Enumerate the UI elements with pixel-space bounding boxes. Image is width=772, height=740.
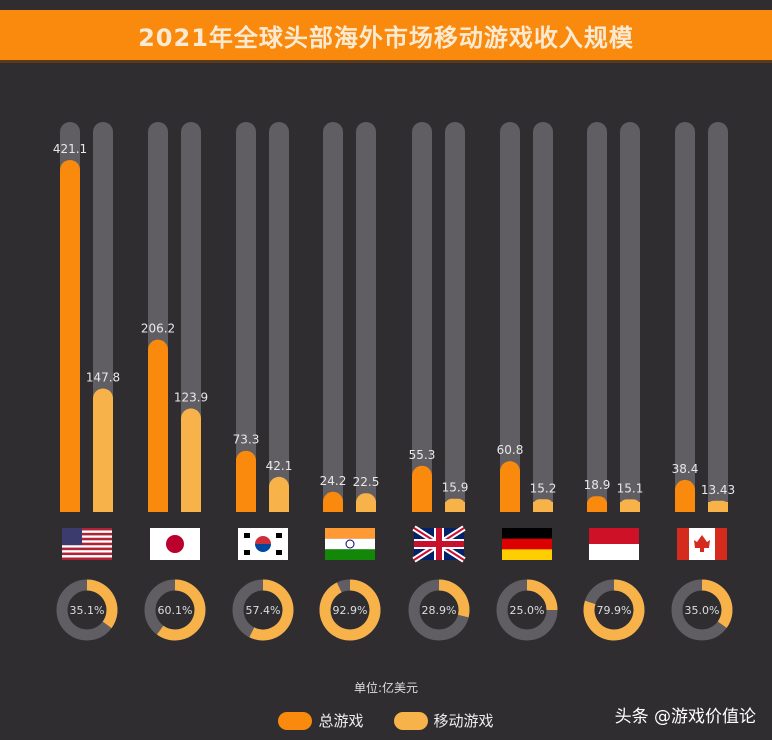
bar-track (533, 122, 553, 512)
legend-item-total: 总游戏 (278, 710, 364, 731)
us-flag-icon (62, 528, 112, 560)
bar-track (412, 122, 432, 512)
bar-total (412, 465, 432, 512)
bar-track (445, 122, 465, 512)
bar-base (675, 502, 695, 512)
bar-total (148, 339, 168, 512)
bar-mobile (93, 388, 113, 512)
uk-flag-icon (412, 525, 466, 563)
bar-base (269, 502, 289, 512)
legend-swatch-mobile (393, 711, 428, 730)
donut-label: 35.1% (70, 604, 105, 617)
bar-base (93, 502, 113, 512)
donut-arc (319, 579, 381, 641)
bar-base (236, 502, 256, 512)
bar-track (323, 122, 343, 512)
bar-base (323, 502, 343, 512)
data-label: 55.3 (409, 448, 436, 462)
bar-base (587, 502, 607, 512)
donut-label: 79.9% (597, 604, 632, 617)
donut-label: 28.9% (422, 604, 457, 617)
data-label: 38.4 (672, 462, 699, 476)
donut-arc (438, 579, 470, 618)
donut-arc (701, 579, 733, 628)
data-label: 60.8 (497, 443, 524, 457)
bar-base (533, 502, 553, 512)
chart-area: 421.1 147.8 35.1% 206.2 123.9 60.1% 73.3 42.1 57… (53, 122, 735, 641)
japan-flag-icon (150, 528, 200, 560)
data-label: 73.3 (233, 433, 260, 447)
bar-track (500, 122, 520, 512)
bar-track (675, 122, 695, 512)
india-flag-icon (325, 528, 375, 560)
country-group: 421.1 147.8 35.1% (53, 122, 120, 641)
bar-base (500, 502, 520, 512)
legend-item-mobile: 移动游戏 (393, 710, 494, 731)
donut-arc (583, 579, 645, 641)
bar-track (236, 122, 256, 512)
data-label: 13.43 (701, 483, 735, 497)
donut-arc (156, 579, 206, 641)
bar-total (236, 450, 256, 512)
donut-arc (526, 579, 558, 611)
country-group: 60.8 15.2 25.0% (496, 122, 558, 641)
watermark: 头条 @游戏价值论 (614, 707, 756, 727)
bar-base (148, 502, 168, 512)
bar-base (412, 502, 432, 512)
country-group: 38.413.43 35.0% (671, 122, 735, 641)
data-label: 123.9 (174, 390, 208, 404)
data-label: 24.2 (320, 474, 347, 488)
bar-base (620, 502, 640, 512)
data-label: 421.1 (53, 142, 87, 156)
donut-label: 57.4% (246, 604, 281, 617)
data-label: 42.1 (266, 459, 293, 473)
bar-total (60, 160, 80, 512)
bar-base (708, 502, 728, 512)
bar-track (356, 122, 376, 512)
bar-track (587, 122, 607, 512)
bar-mobile (181, 408, 201, 512)
country-group: 73.3 42.1 57.4% (232, 122, 294, 641)
donut-label: 60.1% (158, 604, 193, 617)
data-label: 147.8 (86, 370, 120, 384)
unit-label: 单位:亿美元 (353, 681, 419, 695)
canada-flag-icon (677, 528, 727, 560)
data-label: 15.9 (442, 481, 469, 495)
bar-track (708, 122, 728, 512)
bar-base (445, 502, 465, 512)
country-group: 206.2 123.9 60.1% (141, 122, 208, 641)
country-group: 24.2 22.5 92.9% (319, 122, 381, 641)
donut-label: 92.9% (333, 604, 368, 617)
bar-total (500, 461, 520, 512)
bar-base (181, 502, 201, 512)
legend: 总游戏 移动游戏 (0, 710, 772, 731)
data-label: 15.2 (530, 481, 557, 495)
title-banner: 2021年全球头部海外市场移动游戏收入规模 (0, 10, 772, 63)
donut-label: 35.0% (685, 604, 720, 617)
bar-base (60, 502, 80, 512)
legend-swatch-total (278, 711, 313, 730)
chart-title: 2021年全球头部海外市场移动游戏收入规模 (138, 23, 634, 52)
bar-base (356, 502, 376, 512)
data-label: 18.9 (584, 478, 611, 492)
data-label: 15.1 (617, 481, 644, 495)
bar-track (620, 122, 640, 512)
data-label: 206.2 (141, 322, 175, 336)
donut-label: 25.0% (510, 604, 545, 617)
south-korea-flag-icon (238, 528, 288, 560)
bar-track (269, 122, 289, 512)
country-group: 18.9 15.1 79.9% (583, 122, 645, 641)
legend-label-total: 总游戏 (318, 712, 364, 730)
legend-label-mobile: 移动游戏 (433, 712, 494, 730)
country-group: 55.3 15.9 28.9% (408, 122, 470, 641)
germany-flag-icon (502, 528, 552, 560)
indonesia-flag-icon (589, 528, 639, 560)
donut-arc (249, 579, 294, 641)
donut-arc (86, 579, 118, 629)
data-label: 22.5 (353, 475, 380, 489)
